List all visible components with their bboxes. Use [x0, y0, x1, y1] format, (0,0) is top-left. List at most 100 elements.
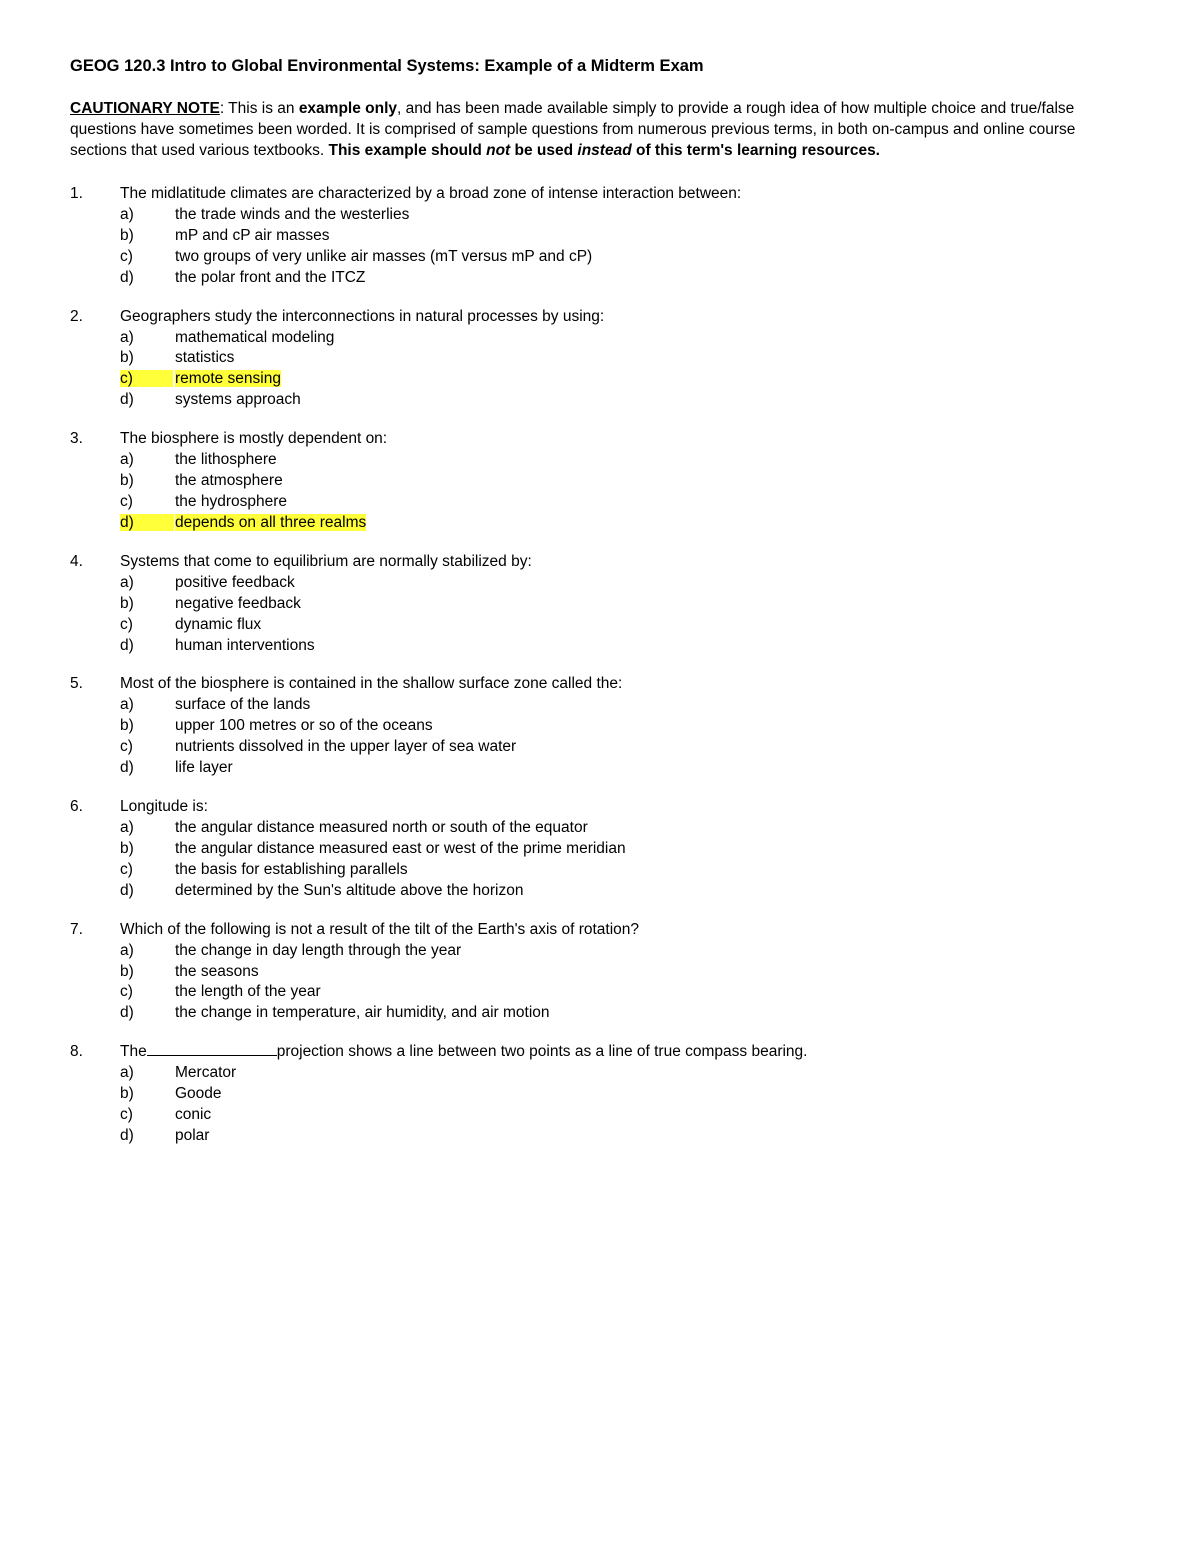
option-letter: b) [120, 348, 175, 369]
option-text: negative feedback [175, 594, 1130, 615]
option-text: positive feedback [175, 573, 1130, 594]
question-stem: Systems that come to equilibrium are nor… [120, 552, 1130, 573]
option-row: a)mathematical modeling [120, 328, 1130, 349]
question-row: 7.Which of the following is not a result… [70, 920, 1130, 941]
option-row: d)life layer [120, 758, 1130, 779]
option-row: a)the change in day length through the y… [120, 941, 1130, 962]
highlight-span: depends on all three realms [175, 514, 366, 531]
question-stem: The biosphere is mostly dependent on: [120, 429, 1130, 450]
option-letter: c) [120, 369, 175, 390]
option-text: the hydrosphere [175, 492, 1130, 513]
option-row: c)dynamic flux [120, 615, 1130, 636]
option-row: d)systems approach [120, 390, 1130, 411]
question-row: 1.The midlatitude climates are character… [70, 184, 1130, 205]
option-text: the seasons [175, 962, 1130, 983]
question-stem: Most of the biosphere is contained in th… [120, 674, 1130, 695]
option-letter: a) [120, 818, 175, 839]
page-title: GEOG 120.3 Intro to Global Environmental… [70, 55, 1130, 77]
question-stem: The midlatitude climates are characteriz… [120, 184, 1130, 205]
question-block: 1.The midlatitude climates are character… [70, 184, 1130, 289]
option-row: a)the lithosphere [120, 450, 1130, 471]
note-italic1: not [486, 142, 510, 159]
option-text: the change in day length through the yea… [175, 941, 1130, 962]
question-number: 7. [70, 920, 120, 941]
option-row: d)the polar front and the ITCZ [120, 268, 1130, 289]
note-bold2a: This example should [328, 142, 486, 159]
cautionary-note: CAUTIONARY NOTE: This is an example only… [70, 99, 1130, 162]
option-row: b)statistics [120, 348, 1130, 369]
option-letter: d) [120, 1126, 175, 1147]
option-row: b)negative feedback [120, 594, 1130, 615]
question-row: 3.The biosphere is mostly dependent on: [70, 429, 1130, 450]
option-letter: b) [120, 594, 175, 615]
option-letter: c) [120, 860, 175, 881]
question-block: 5.Most of the biosphere is contained in … [70, 674, 1130, 779]
option-row: a)Mercator [120, 1063, 1130, 1084]
note-bold1: example only [299, 100, 397, 117]
option-text: systems approach [175, 390, 1130, 411]
question-stem: Geographers study the interconnections i… [120, 307, 1130, 328]
option-row: c)two groups of very unlike air masses (… [120, 247, 1130, 268]
question-number: 1. [70, 184, 120, 205]
option-text: the basis for establishing parallels [175, 860, 1130, 881]
option-letter: a) [120, 695, 175, 716]
option-row: b)the angular distance measured east or … [120, 839, 1130, 860]
option-row: d)determined by the Sun's altitude above… [120, 881, 1130, 902]
option-text: dynamic flux [175, 615, 1130, 636]
question-number: 5. [70, 674, 120, 695]
option-letter: a) [120, 573, 175, 594]
option-row: b)the atmosphere [120, 471, 1130, 492]
option-text: the length of the year [175, 982, 1130, 1003]
option-letter: b) [120, 962, 175, 983]
option-letter: a) [120, 328, 175, 349]
option-row: c)remote sensing [120, 369, 1130, 390]
option-text: Goode [175, 1084, 1130, 1105]
question-stem: Theprojection shows a line between two p… [120, 1042, 1130, 1063]
option-text: Mercator [175, 1063, 1130, 1084]
option-row: b)mP and cP air masses [120, 226, 1130, 247]
note-italic2: instead [577, 142, 631, 159]
option-row: c)the length of the year [120, 982, 1130, 1003]
highlight-span: remote sensing [175, 370, 281, 387]
option-row: d)polar [120, 1126, 1130, 1147]
question-row: 6.Longitude is: [70, 797, 1130, 818]
option-text: the change in temperature, air humidity,… [175, 1003, 1130, 1024]
option-letter: c) [120, 737, 175, 758]
option-text: mP and cP air masses [175, 226, 1130, 247]
option-letter: d) [120, 268, 175, 289]
option-letter: d) [120, 513, 175, 534]
question-block: 3.The biosphere is mostly dependent on:a… [70, 429, 1130, 534]
question-block: 8.Theprojection shows a line between two… [70, 1042, 1130, 1147]
note-bold2b: be used [510, 142, 577, 159]
question-number: 8. [70, 1042, 120, 1063]
question-block: 7.Which of the following is not a result… [70, 920, 1130, 1025]
option-text: determined by the Sun's altitude above t… [175, 881, 1130, 902]
question-number: 4. [70, 552, 120, 573]
option-letter: b) [120, 716, 175, 737]
option-letter: a) [120, 1063, 175, 1084]
option-text: the angular distance measured east or we… [175, 839, 1130, 860]
fill-blank [147, 1055, 277, 1056]
option-row: b)upper 100 metres or so of the oceans [120, 716, 1130, 737]
option-row: a)the angular distance measured north or… [120, 818, 1130, 839]
option-text: two groups of very unlike air masses (mT… [175, 247, 1130, 268]
option-row: d)the change in temperature, air humidit… [120, 1003, 1130, 1024]
option-text: the trade winds and the westerlies [175, 205, 1130, 226]
option-text: nutrients dissolved in the upper layer o… [175, 737, 1130, 758]
option-row: b)Goode [120, 1084, 1130, 1105]
option-text: life layer [175, 758, 1130, 779]
question-number: 6. [70, 797, 120, 818]
highlight-span: d) [120, 514, 174, 531]
option-letter: c) [120, 247, 175, 268]
option-row: c)conic [120, 1105, 1130, 1126]
option-letter: b) [120, 1084, 175, 1105]
option-letter: b) [120, 471, 175, 492]
option-text: surface of the lands [175, 695, 1130, 716]
option-letter: a) [120, 450, 175, 471]
option-letter: c) [120, 615, 175, 636]
option-text: statistics [175, 348, 1130, 369]
option-text: the polar front and the ITCZ [175, 268, 1130, 289]
option-letter: a) [120, 205, 175, 226]
option-row: a)positive feedback [120, 573, 1130, 594]
question-row: 8.Theprojection shows a line between two… [70, 1042, 1130, 1063]
